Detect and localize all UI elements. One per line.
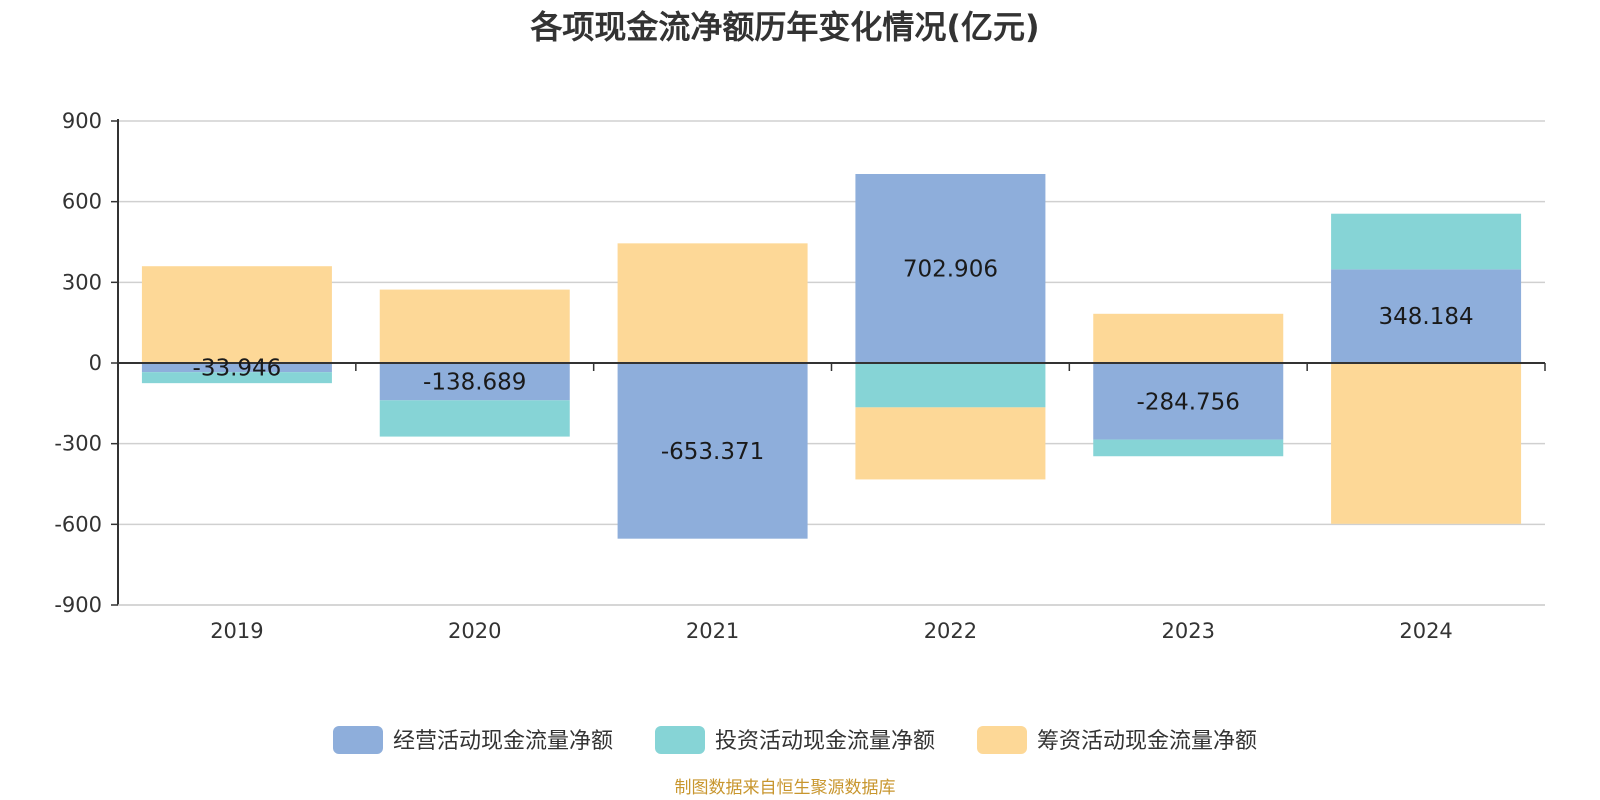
legend-label-1: 投资活动现金流量净额	[715, 729, 935, 754]
legend-swatch-0	[333, 726, 383, 754]
chart-title: 各项现金流净额历年变化情况(亿元)	[530, 8, 1039, 46]
axes: 900 600 300 0 -300 -600 -900 2019 2020 2021 2022 20…	[54, 109, 1546, 643]
y-tick-label: 300	[62, 270, 102, 294]
bars	[141, 173, 1522, 539]
data-label-2022: 702.906	[903, 256, 998, 282]
legend-swatch-1	[655, 726, 705, 754]
y-tick-label: 0	[89, 351, 102, 375]
x-tick-label: 2024	[1399, 619, 1452, 643]
legend: 经营活动现金流量净额 投资活动现金流量净额 筹资活动现金流量净额	[333, 726, 1257, 754]
legend-label-2: 筹资活动现金流量净额	[1037, 729, 1257, 754]
bar-2019-series-2	[141, 266, 332, 363]
x-tick-label: 2019	[210, 619, 263, 643]
bar-2022-series-1	[855, 363, 1046, 408]
bar-2024-series-0	[1331, 269, 1522, 363]
y-tick-label: 900	[62, 109, 102, 133]
bar-2022-series-2	[855, 407, 1046, 480]
bar-2024-series-1	[1331, 213, 1522, 270]
data-labels: -33.946 -138.689 -653.371 702.906 -284.756 34…	[193, 256, 1474, 464]
bar-2023-series-1	[1093, 439, 1284, 457]
data-label-2024: 348.184	[1379, 304, 1474, 330]
bar-2020-series-0	[379, 363, 570, 401]
legend-swatch-2	[977, 726, 1027, 754]
x-tick-label: 2021	[686, 619, 739, 643]
bar-2022-series-0	[855, 173, 1046, 363]
bar-2023-series-2	[1093, 313, 1284, 363]
bar-2020-series-1	[379, 400, 570, 437]
data-label-2023: -284.756	[1137, 389, 1240, 415]
data-label-2019: -33.946	[193, 356, 282, 382]
y-tick-label: -300	[54, 432, 102, 456]
bar-2024-series-2	[1331, 363, 1522, 524]
data-label-2021: -653.371	[661, 439, 764, 465]
bar-2023-series-0	[1093, 363, 1284, 440]
bar-2021-series-0	[617, 363, 808, 539]
source-note: 制图数据来自恒生聚源数据库	[675, 778, 896, 798]
bar-2019-series-0	[141, 363, 332, 373]
y-tick-label: 600	[62, 190, 102, 214]
x-tick-label: 2020	[448, 619, 501, 643]
bar-2019-series-1	[141, 372, 332, 384]
y-tick-label: -600	[54, 512, 102, 536]
legend-label-0: 经营活动现金流量净额	[393, 729, 613, 754]
y-tick-label: -900	[54, 593, 102, 617]
bar-2021-series-2	[617, 243, 808, 363]
x-tick-label: 2023	[1162, 619, 1215, 643]
bar-2020-series-2	[379, 289, 570, 363]
x-tick-label: 2022	[924, 619, 977, 643]
data-label-2020: -138.689	[423, 370, 526, 396]
